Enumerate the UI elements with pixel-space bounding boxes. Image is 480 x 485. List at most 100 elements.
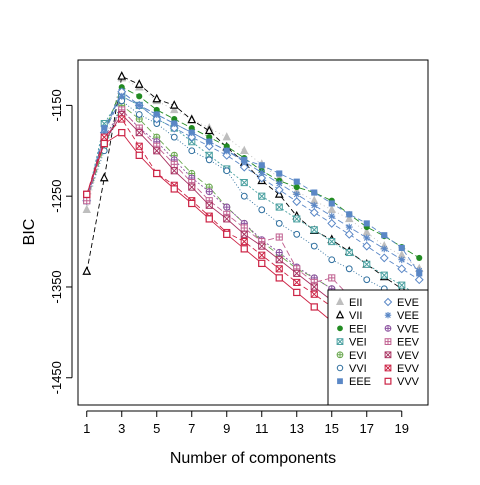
point-marker — [153, 169, 161, 178]
point-marker — [135, 101, 143, 109]
point-marker — [398, 244, 405, 251]
point-marker-cross — [385, 338, 391, 345]
point-marker — [310, 242, 318, 250]
point-marker — [344, 229, 354, 239]
point-marker-cross — [337, 351, 343, 358]
point-marker — [153, 111, 161, 118]
point-marker-cross — [336, 338, 344, 345]
point-marker-cross — [153, 147, 161, 155]
point-marker — [240, 192, 248, 200]
point-marker — [346, 211, 353, 218]
point-marker — [275, 180, 283, 187]
point-marker — [415, 267, 423, 275]
series-eii — [82, 73, 424, 273]
point-marker — [363, 220, 370, 227]
point-marker — [335, 310, 345, 319]
series-eve — [82, 87, 424, 285]
point-marker — [381, 232, 388, 239]
point-marker — [240, 158, 248, 166]
legend-item-vei: VEI — [336, 337, 367, 349]
legend-box — [327, 289, 429, 406]
point-marker — [205, 156, 213, 164]
point-marker — [328, 200, 335, 207]
point-marker — [384, 377, 392, 385]
legend-item-eei: EEI — [337, 323, 367, 335]
point-marker-cross — [241, 224, 248, 232]
point-marker — [204, 125, 214, 135]
point-marker — [222, 150, 232, 160]
y-tick-label: -1450 — [49, 361, 64, 394]
point-marker-cross — [328, 274, 335, 281]
point-marker-cross — [100, 133, 108, 141]
legend-label: VEE — [397, 310, 419, 322]
series-line-vve — [86, 109, 420, 335]
point-marker — [170, 185, 178, 193]
point-marker — [118, 128, 126, 137]
point-marker — [293, 190, 301, 198]
point-marker — [383, 297, 393, 307]
point-marker-cross — [171, 161, 178, 168]
series-vii — [82, 71, 424, 304]
point-marker — [293, 230, 301, 238]
point-marker — [274, 185, 284, 195]
point-marker — [414, 275, 424, 285]
point-marker — [258, 206, 266, 214]
legend-label: EVV — [397, 363, 420, 375]
point-marker — [309, 208, 319, 217]
point-marker — [311, 189, 318, 196]
point-marker — [363, 234, 371, 242]
point-marker — [170, 133, 178, 141]
point-marker-cross — [258, 251, 266, 259]
legend-label: VVV — [397, 376, 420, 388]
point-marker — [100, 129, 108, 137]
series-line-vvi — [86, 100, 420, 310]
point-marker-cross — [275, 256, 283, 264]
x-tick-label: 5 — [153, 421, 160, 436]
point-marker-cross — [170, 167, 178, 175]
y-axis-title: BIC — [21, 219, 38, 246]
x-tick-label: 17 — [360, 421, 374, 436]
point-marker — [134, 79, 144, 88]
point-marker — [416, 254, 423, 261]
point-marker — [82, 204, 91, 214]
point-marker — [258, 162, 265, 169]
point-marker-cross — [240, 238, 248, 245]
point-marker-cross — [328, 238, 336, 245]
point-marker — [83, 190, 91, 199]
x-tick-label: 19 — [395, 421, 409, 436]
legend-label: EVE — [397, 297, 419, 309]
legend-item-evi: EVI — [336, 350, 367, 362]
legend-label: EII — [349, 297, 362, 309]
point-marker — [345, 223, 353, 231]
point-marker — [117, 71, 127, 80]
point-marker-cross — [275, 203, 283, 211]
point-marker — [118, 92, 126, 100]
legend-item-eev: EEV — [384, 337, 420, 349]
legend-item-vvi: VVI — [336, 363, 367, 375]
point-marker-cross — [276, 233, 283, 241]
point-marker — [258, 169, 266, 176]
x-tick-label: 9 — [223, 421, 230, 436]
point-marker — [276, 170, 283, 177]
point-marker-cross — [240, 230, 248, 238]
legend-item-vve: VVE — [384, 323, 419, 335]
legend-item-vev: VEV — [384, 350, 420, 362]
point-marker-cross — [188, 138, 196, 146]
point-marker-cross — [276, 249, 283, 256]
x-tick-label: 1 — [83, 421, 90, 436]
legend-label: EEV — [397, 337, 420, 349]
point-marker — [336, 364, 344, 372]
point-marker-cross — [310, 226, 318, 234]
point-marker — [82, 266, 92, 275]
series-vvi — [83, 97, 423, 313]
x-axis: 1 3 5 7 9 11 13 15 17 19 — [83, 410, 409, 436]
point-marker — [397, 264, 407, 274]
point-marker-cross — [188, 183, 196, 191]
point-marker-cross — [310, 283, 318, 291]
point-marker-cross — [83, 197, 90, 204]
point-marker-cross — [258, 242, 266, 250]
point-marker — [258, 259, 266, 268]
legend-item-eve: EVE — [383, 297, 419, 309]
legend-item-eee: EEE — [337, 376, 371, 388]
